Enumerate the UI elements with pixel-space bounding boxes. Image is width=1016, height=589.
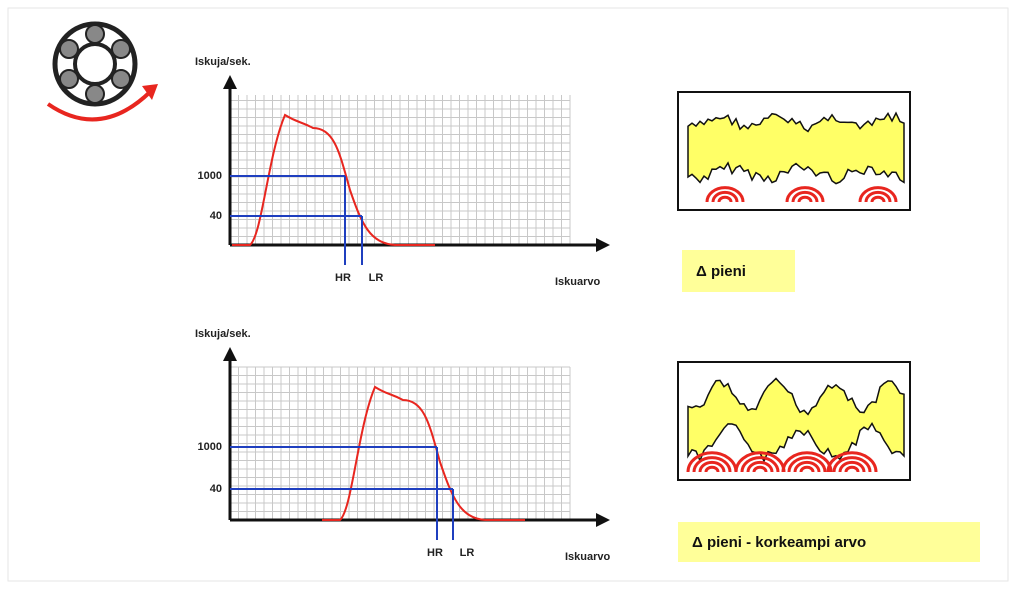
tick-label: 1000 <box>198 441 222 453</box>
tick-label: 1000 <box>198 170 222 182</box>
x-axis-label: Iskuarvo <box>555 276 601 288</box>
marker-label: LR <box>369 272 384 284</box>
x-axis-label: Iskuarvo <box>565 551 611 563</box>
tick-label: 40 <box>210 483 222 495</box>
y-axis-label: Iskuja/sek. <box>195 328 251 340</box>
tick-label: 40 <box>210 210 222 222</box>
caption: Δ pieni - korkeampi arvo <box>692 534 866 551</box>
y-axis-label: Iskuja/sek. <box>195 56 251 68</box>
diagram: Iskuja/sek. 1000 40 HR LR Iskuarvo Δ pieni Isku… <box>0 0 1016 589</box>
marker-label: HR <box>335 272 351 284</box>
marker-label: HR <box>427 547 443 559</box>
caption: Δ pieni <box>696 263 746 280</box>
marker-label: LR <box>460 547 475 559</box>
